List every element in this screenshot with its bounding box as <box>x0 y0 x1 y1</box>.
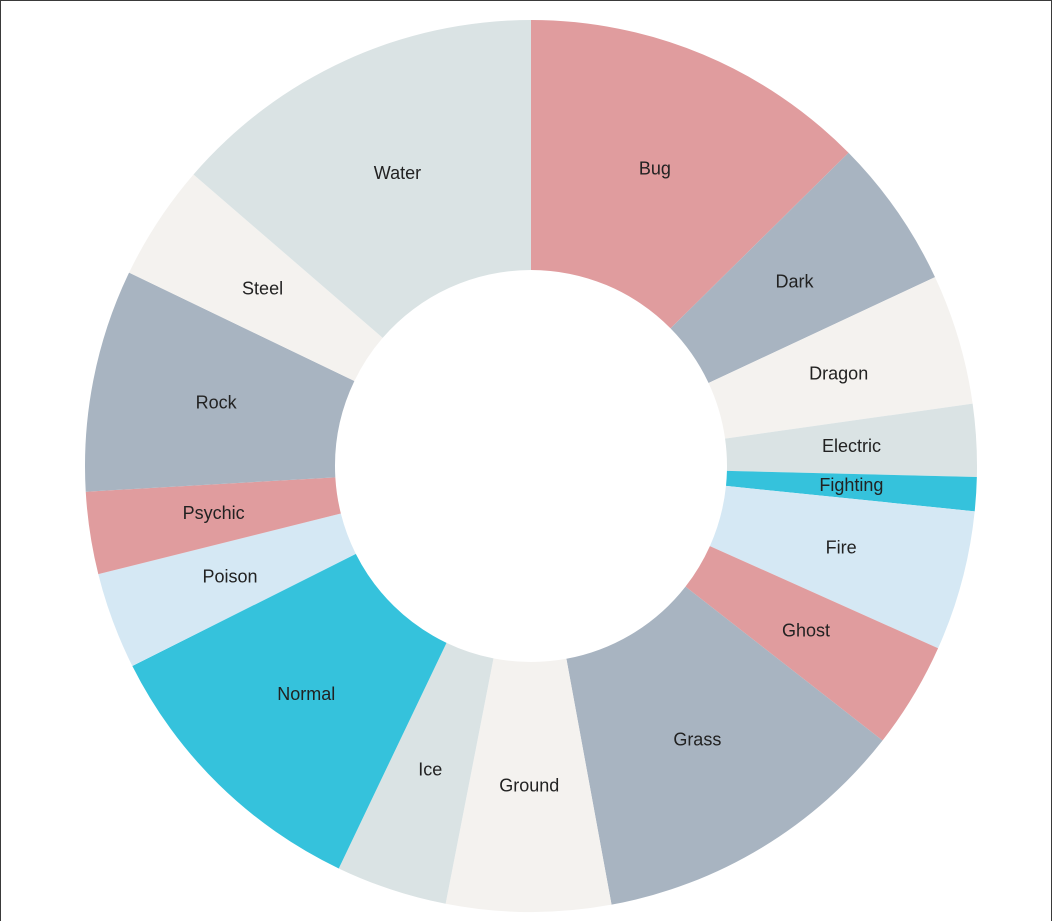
slice-label-ground: Ground <box>499 776 559 796</box>
slice-label-rock: Rock <box>196 392 238 412</box>
slice-label-water: Water <box>374 163 421 183</box>
slice-label-steel: Steel <box>242 279 283 299</box>
slice-label-ice: Ice <box>418 760 442 780</box>
slice-label-bug: Bug <box>639 159 671 179</box>
slice-label-normal: Normal <box>277 684 335 704</box>
slice-label-electric: Electric <box>822 436 881 456</box>
slice-label-fire: Fire <box>826 538 857 558</box>
slice-label-dragon: Dragon <box>809 363 868 383</box>
slice-label-psychic: Psychic <box>183 503 245 523</box>
slice-label-dark: Dark <box>775 271 814 291</box>
slice-label-poison: Poison <box>202 566 257 586</box>
slice-label-grass: Grass <box>673 729 721 749</box>
slice-label-ghost: Ghost <box>782 620 830 640</box>
slice-label-fighting: Fighting <box>819 475 883 495</box>
